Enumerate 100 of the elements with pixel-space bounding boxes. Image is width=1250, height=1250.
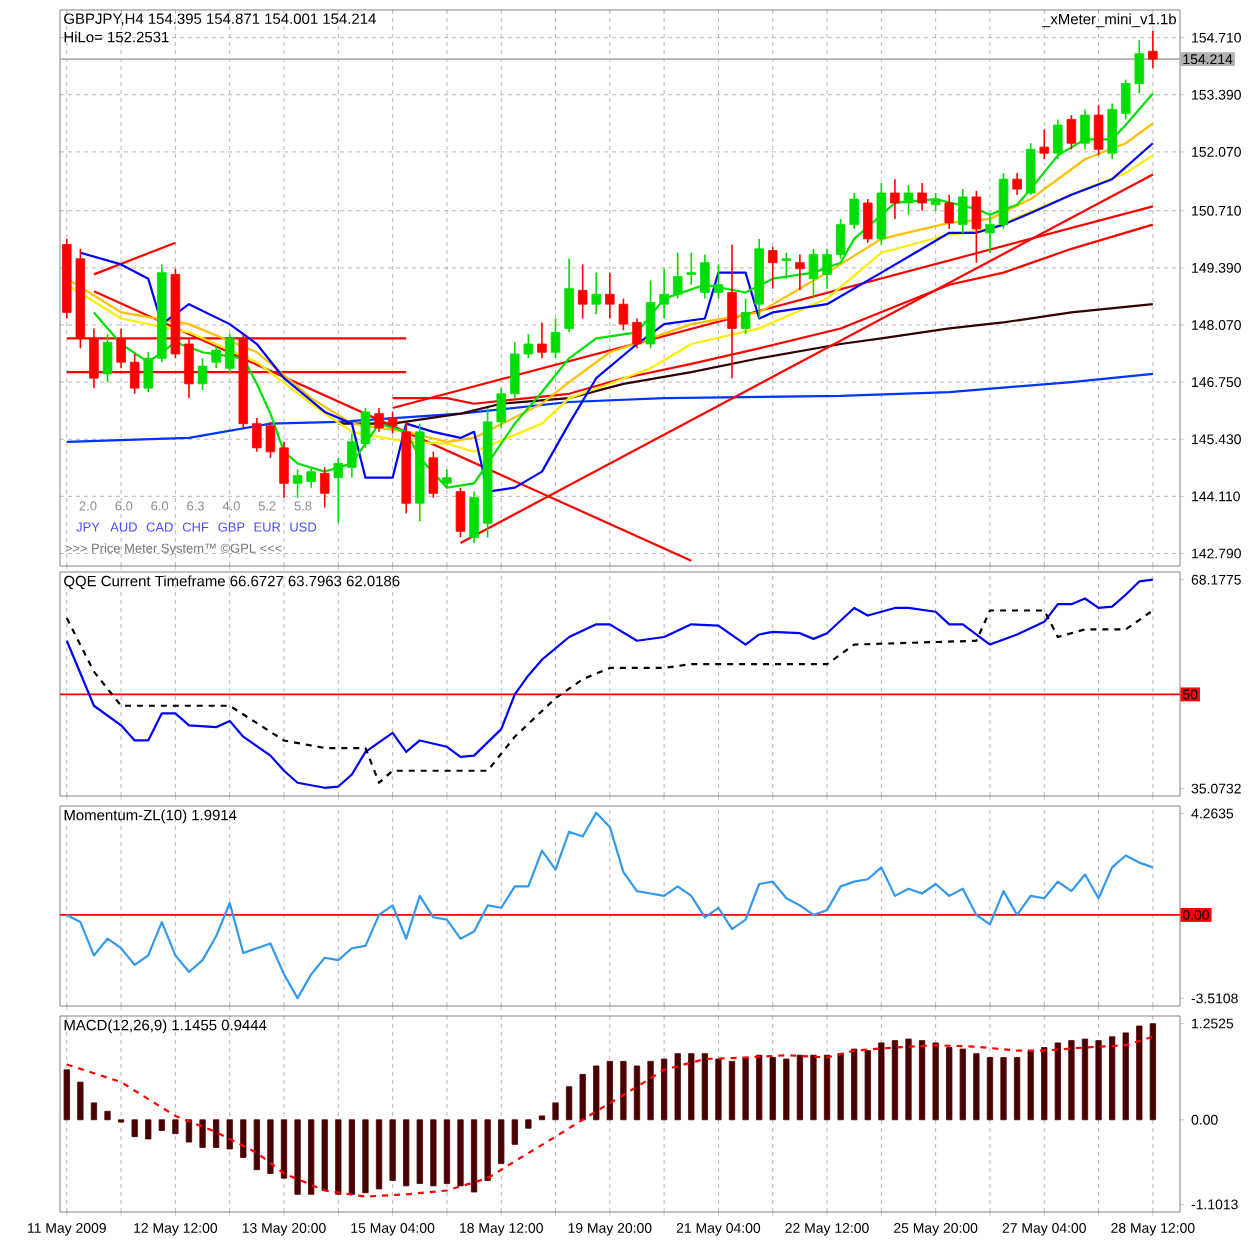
bar [511,1119,518,1145]
candlestick [577,263,588,320]
candlestick [781,251,792,280]
candlestick [197,357,208,391]
candlestick [727,243,737,379]
bar [742,1057,749,1121]
candlestick [279,441,289,499]
candlestick [591,271,601,315]
bar [728,1060,736,1121]
bar [851,1048,858,1121]
candlestick [428,450,439,499]
bar [145,1119,152,1140]
bar [647,1060,654,1121]
bar [280,1119,288,1179]
bar [918,1040,926,1121]
candlestick [564,257,574,334]
bar [253,1119,260,1171]
bar [891,1040,899,1121]
candlestick [211,345,221,370]
bar [1054,1042,1061,1121]
bar [1081,1038,1089,1121]
candlestick [958,188,968,236]
bar [756,1054,763,1121]
bar [674,1053,681,1121]
bar [158,1119,165,1131]
bar [389,1119,396,1181]
bar [240,1119,247,1158]
bar [1095,1040,1102,1121]
bar [1000,1057,1007,1121]
bar [769,1057,776,1121]
bar [620,1060,627,1121]
bar [443,1119,451,1184]
candlestick [1012,172,1022,196]
bar [661,1058,668,1121]
bar [1041,1047,1048,1121]
bar [986,1057,994,1121]
bar [267,1119,274,1174]
bar [946,1047,953,1121]
bar [1013,1057,1021,1121]
bar [525,1119,532,1129]
bar [796,1054,804,1121]
candlestick [387,411,398,435]
bar [294,1119,301,1195]
bar [416,1119,423,1184]
candlestick [1053,118,1063,161]
bar [470,1119,478,1193]
candlestick [903,184,914,216]
bar [172,1119,179,1134]
bar [498,1119,505,1164]
candlestick [224,333,235,375]
candlestick [1080,108,1090,151]
candlestick [102,333,113,383]
bar [213,1119,220,1148]
bar [715,1058,722,1121]
candlestick [686,251,697,286]
candlestick [1039,128,1049,161]
candlestick [374,407,384,433]
bar [104,1110,111,1121]
bar [810,1054,817,1121]
candlestick [672,251,683,300]
bar [335,1119,342,1195]
candlestick [319,466,330,509]
candlestick [143,351,153,393]
candlestick [1107,102,1117,161]
bar [1109,1036,1116,1121]
line-series [65,609,1154,784]
bar [905,1038,912,1121]
bar [959,1048,966,1121]
bar [185,1119,193,1143]
bar [783,1058,790,1121]
bar [484,1119,491,1181]
candlestick [998,172,1009,230]
candlestick [890,178,900,220]
bar [864,1050,871,1121]
bar [457,1119,464,1187]
candlestick [1025,142,1036,196]
bar [1136,1025,1143,1121]
candlestick [863,198,873,244]
candlestick [822,248,832,290]
bar [932,1042,939,1121]
bar [226,1119,233,1150]
bar [90,1102,98,1121]
candlestick [632,317,642,350]
bar [1122,1032,1129,1121]
bar [593,1065,600,1121]
bar [701,1053,708,1121]
bar [308,1119,315,1195]
bar [633,1065,641,1121]
candlestick [740,297,751,335]
candlestick [795,253,805,292]
bar [131,1119,138,1138]
bar [63,1069,70,1121]
candlestick [876,182,887,246]
bar [375,1119,383,1190]
bar [878,1042,885,1121]
bar [606,1060,613,1121]
bar [430,1119,437,1187]
bar [321,1119,328,1191]
candlestick [985,213,995,254]
bar [1068,1040,1075,1121]
